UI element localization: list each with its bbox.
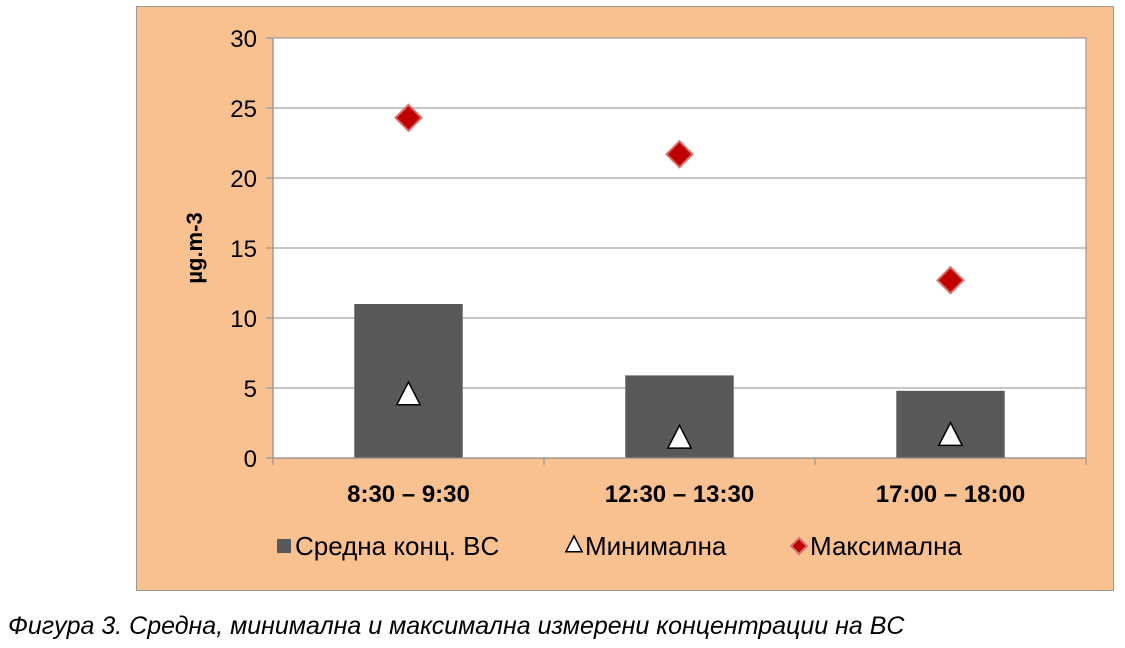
legend-swatch-diamond xyxy=(789,536,809,556)
y-tick-label: 30 xyxy=(230,26,257,53)
legend-swatch-triangle xyxy=(564,534,584,553)
legend-item: Минимална xyxy=(564,531,727,561)
point-max xyxy=(936,265,965,295)
y-tick-label: 5 xyxy=(244,376,257,403)
diamond-shape xyxy=(936,265,965,295)
diamond-shape xyxy=(665,139,694,169)
figure-caption: Фигура 3. Средна, минимална и максимална… xyxy=(8,612,905,640)
point-min xyxy=(395,380,422,406)
point-max xyxy=(665,139,694,169)
y-tick-label: 15 xyxy=(230,236,257,263)
x-category-label: 17:00 – 18:00 xyxy=(876,481,1025,508)
legend-swatch-bar xyxy=(277,539,291,553)
point-max xyxy=(394,103,423,133)
y-tick-label: 10 xyxy=(230,306,257,333)
legend-item: Максимална xyxy=(789,531,962,561)
point-min xyxy=(666,423,693,449)
legend-item: Средна конц. BC xyxy=(277,531,499,561)
y-axis-label: µg.m-3 xyxy=(182,212,207,283)
chart: 0 5 10 15 20 25 30 8:30 – 9:30 12:30 – 13:30 17:0… xyxy=(137,7,1113,590)
legend: Средна конц. BC Минимална Максимална xyxy=(277,531,962,561)
x-category-label: 12:30 – 13:30 xyxy=(605,481,754,508)
y-tick-label: 20 xyxy=(230,166,257,193)
chart-frame: 0 5 10 15 20 25 30 8:30 – 9:30 12:30 – 13:30 17:0… xyxy=(136,6,1114,591)
y-tick-label: 0 xyxy=(244,446,257,473)
legend-label: Средна конц. BC xyxy=(295,531,499,561)
diamond-shape xyxy=(394,103,423,133)
y-tick-label: 25 xyxy=(230,96,257,123)
x-category-label: 8:30 – 9:30 xyxy=(347,481,470,508)
point-min xyxy=(937,420,964,447)
legend-label: Максимална xyxy=(810,531,962,561)
legend-label: Минимална xyxy=(585,531,727,561)
diamond-shape xyxy=(789,536,809,556)
